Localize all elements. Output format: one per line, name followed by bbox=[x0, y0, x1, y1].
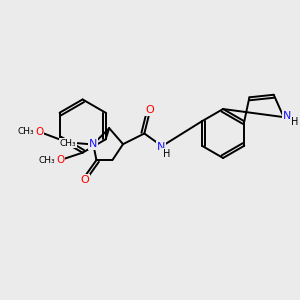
Text: N: N bbox=[157, 142, 166, 152]
Text: O: O bbox=[80, 175, 89, 185]
Text: N: N bbox=[283, 111, 291, 121]
Text: O: O bbox=[145, 105, 154, 115]
Text: H: H bbox=[291, 117, 298, 128]
Text: H: H bbox=[163, 149, 170, 159]
Text: O: O bbox=[56, 155, 64, 165]
Text: H: H bbox=[164, 149, 171, 159]
Text: N: N bbox=[89, 139, 98, 149]
Text: O: O bbox=[35, 127, 44, 137]
Text: CH₃: CH₃ bbox=[17, 128, 34, 136]
Text: N: N bbox=[157, 142, 166, 152]
Text: CH₃: CH₃ bbox=[59, 139, 76, 148]
Text: CH₃: CH₃ bbox=[38, 156, 55, 165]
